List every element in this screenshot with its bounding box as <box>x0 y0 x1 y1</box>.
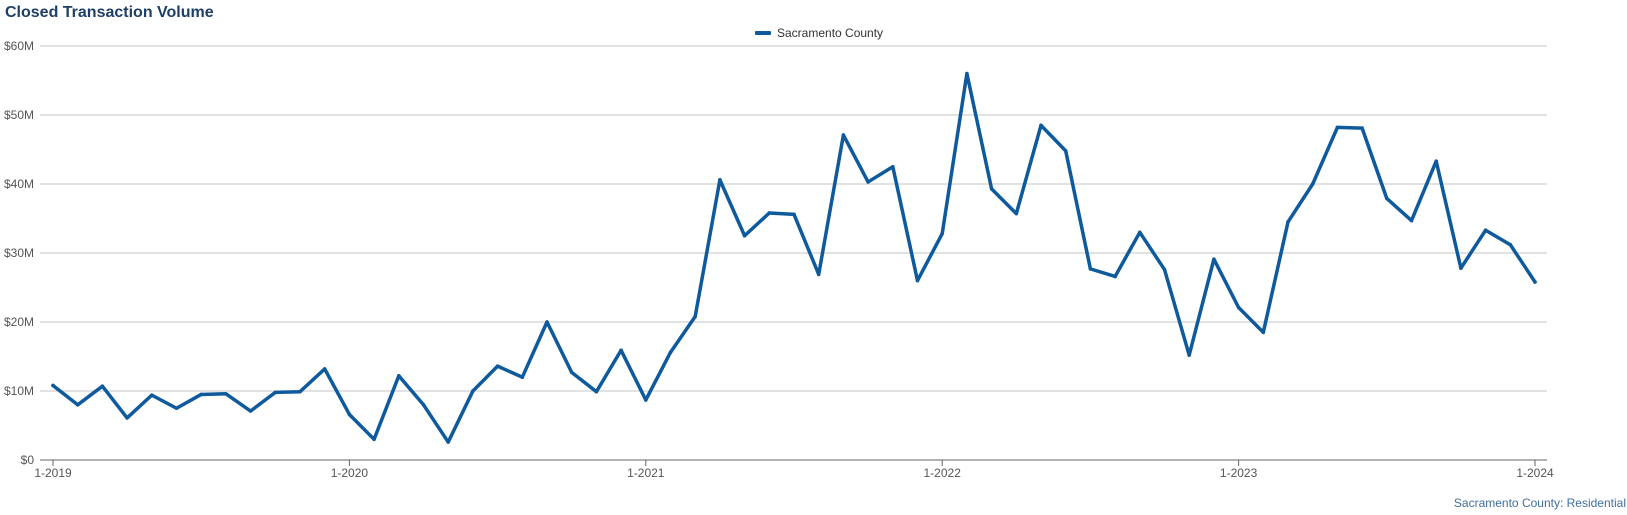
data-point[interactable] <box>1508 242 1513 247</box>
data-point[interactable] <box>520 375 525 380</box>
data-point[interactable] <box>1187 353 1191 357</box>
data-point[interactable] <box>693 314 697 319</box>
y-tick-label: $20M <box>4 315 34 329</box>
data-point[interactable] <box>1088 267 1093 271</box>
data-point[interactable] <box>347 412 352 417</box>
y-tick-label: $10M <box>4 384 34 398</box>
x-tick-label: 1-2020 <box>331 466 369 480</box>
x-tick-label: 1-2022 <box>924 466 962 480</box>
data-point[interactable] <box>1409 218 1414 223</box>
data-point[interactable] <box>1162 267 1167 272</box>
data-point[interactable] <box>125 416 129 420</box>
data-point[interactable] <box>816 272 821 277</box>
data-point[interactable] <box>1113 274 1117 279</box>
data-point[interactable] <box>940 231 944 236</box>
data-point[interactable] <box>1459 266 1463 270</box>
data-point[interactable] <box>322 367 327 371</box>
data-point[interactable] <box>1335 125 1340 130</box>
chart-title: Closed Transaction Volume <box>5 4 214 21</box>
data-point[interactable] <box>446 440 451 444</box>
data-point[interactable] <box>1261 330 1266 335</box>
y-tick-label: $30M <box>4 246 34 260</box>
series-layer <box>51 71 1537 444</box>
data-point[interactable] <box>668 350 673 355</box>
data-point[interactable] <box>1483 228 1488 233</box>
data-point[interactable] <box>224 391 228 396</box>
data-point[interactable] <box>421 403 426 407</box>
data-point[interactable] <box>891 164 895 169</box>
data-point[interactable] <box>397 374 401 378</box>
data-point[interactable] <box>248 409 253 413</box>
data-point[interactable] <box>644 398 648 402</box>
x-tick-label: 1-2019 <box>34 466 72 480</box>
data-point[interactable] <box>1063 149 1068 153</box>
data-point[interactable] <box>174 406 179 411</box>
y-tick-label: $0 <box>21 453 35 467</box>
x-tick-label: 1-2023 <box>1220 466 1258 480</box>
data-point[interactable] <box>1286 220 1290 224</box>
data-point[interactable] <box>1039 123 1043 128</box>
data-point[interactable] <box>471 389 475 393</box>
grid-lines <box>40 45 1547 392</box>
data-point[interactable] <box>545 320 549 324</box>
data-point[interactable] <box>569 370 574 375</box>
legend[interactable]: Sacramento County <box>755 26 883 40</box>
data-point[interactable] <box>792 212 796 217</box>
data-point[interactable] <box>767 211 772 215</box>
data-point[interactable] <box>1385 196 1389 201</box>
data-point[interactable] <box>51 383 55 388</box>
data-point[interactable] <box>495 364 500 368</box>
data-point[interactable] <box>1434 159 1438 164</box>
data-point[interactable] <box>841 133 846 137</box>
data-point[interactable] <box>1138 230 1142 235</box>
data-point[interactable] <box>965 71 969 76</box>
data-point[interactable] <box>866 180 870 184</box>
data-point[interactable] <box>619 348 623 353</box>
data-point[interactable] <box>1014 211 1019 216</box>
legend-label: Sacramento County <box>777 26 884 40</box>
data-point[interactable] <box>273 390 278 395</box>
data-point[interactable] <box>594 389 599 394</box>
x-tick-label: 1-2024 <box>1516 466 1554 480</box>
data-point[interactable] <box>718 178 722 182</box>
legend-swatch <box>755 31 771 35</box>
data-point[interactable] <box>1236 305 1241 310</box>
x-tick-label: 1-2021 <box>627 466 665 480</box>
data-point[interactable] <box>199 392 203 397</box>
data-point[interactable] <box>100 384 105 388</box>
y-tick-label: $40M <box>4 177 34 191</box>
y-tick-label: $60M <box>4 39 34 53</box>
data-point[interactable] <box>372 437 376 442</box>
series-line-sacramento-county[interactable] <box>51 71 1537 444</box>
data-point[interactable] <box>989 187 994 191</box>
y-tick-label: $50M <box>4 108 34 122</box>
data-point[interactable] <box>75 403 80 407</box>
data-point[interactable] <box>1310 182 1315 186</box>
data-point[interactable] <box>915 278 920 283</box>
data-point[interactable] <box>1533 280 1537 284</box>
chart-footer: Sacramento County: Residential <box>1453 496 1626 510</box>
data-point[interactable] <box>150 393 154 397</box>
data-point[interactable] <box>1360 126 1364 130</box>
data-point[interactable] <box>298 389 302 394</box>
data-point[interactable] <box>1212 257 1216 262</box>
x-axis: 1-2019 1-2020 1-2021 1-2022 1-2023 1-2024 <box>34 459 1554 480</box>
data-point[interactable] <box>742 233 747 238</box>
y-axis-labels: $0 $10M $20M $30M $40M $50M $60M <box>4 39 34 467</box>
